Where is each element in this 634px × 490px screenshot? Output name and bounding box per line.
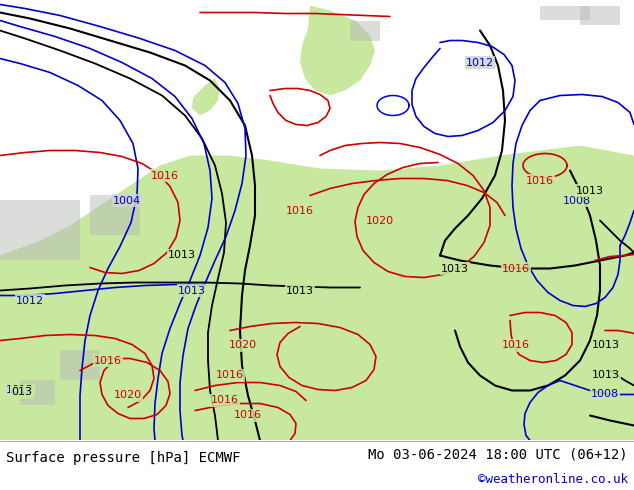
Text: 1016: 1016 — [502, 341, 530, 350]
Bar — [350, 21, 380, 41]
Text: 1020: 1020 — [229, 341, 257, 350]
Text: 1013: 1013 — [441, 264, 469, 273]
Text: 1013: 1013 — [168, 250, 196, 261]
Polygon shape — [300, 5, 375, 96]
Text: Surface pressure [hPa] ECMWF: Surface pressure [hPa] ECMWF — [6, 451, 241, 465]
Bar — [20, 381, 55, 406]
Polygon shape — [192, 78, 220, 116]
Text: 1013: 1013 — [178, 286, 206, 295]
Text: 1016: 1016 — [211, 395, 239, 406]
Text: 1016: 1016 — [234, 411, 262, 420]
Text: 1008: 1008 — [563, 196, 591, 205]
Text: ©weatheronline.co.uk: ©weatheronline.co.uk — [477, 473, 628, 486]
Text: 1013: 1013 — [592, 341, 620, 350]
Bar — [90, 196, 140, 236]
Text: 1016: 1016 — [151, 171, 179, 180]
Bar — [0, 200, 80, 261]
Text: 1020: 1020 — [114, 391, 142, 400]
Text: 1012: 1012 — [16, 295, 44, 305]
Bar — [60, 350, 100, 381]
Text: Mo 03-06-2024 18:00 UTC (06+12): Mo 03-06-2024 18:00 UTC (06+12) — [368, 448, 628, 462]
Text: 1013: 1013 — [576, 186, 604, 196]
Text: 1020: 1020 — [366, 216, 394, 225]
Text: 1016: 1016 — [216, 370, 244, 381]
Text: 1013: 1013 — [286, 286, 314, 295]
Text: 1012: 1012 — [466, 57, 494, 68]
Text: 1016: 1016 — [94, 356, 122, 366]
Text: 1012: 1012 — [6, 386, 34, 395]
Bar — [580, 5, 620, 25]
Text: 1013: 1013 — [592, 370, 620, 381]
Text: 1008: 1008 — [591, 390, 619, 399]
Text: 1004: 1004 — [113, 196, 141, 205]
Text: 1016: 1016 — [502, 264, 530, 273]
Polygon shape — [0, 146, 634, 441]
Bar — [540, 5, 590, 21]
Text: 1016: 1016 — [526, 175, 554, 186]
Text: 013: 013 — [11, 388, 32, 397]
Text: 1016: 1016 — [286, 205, 314, 216]
